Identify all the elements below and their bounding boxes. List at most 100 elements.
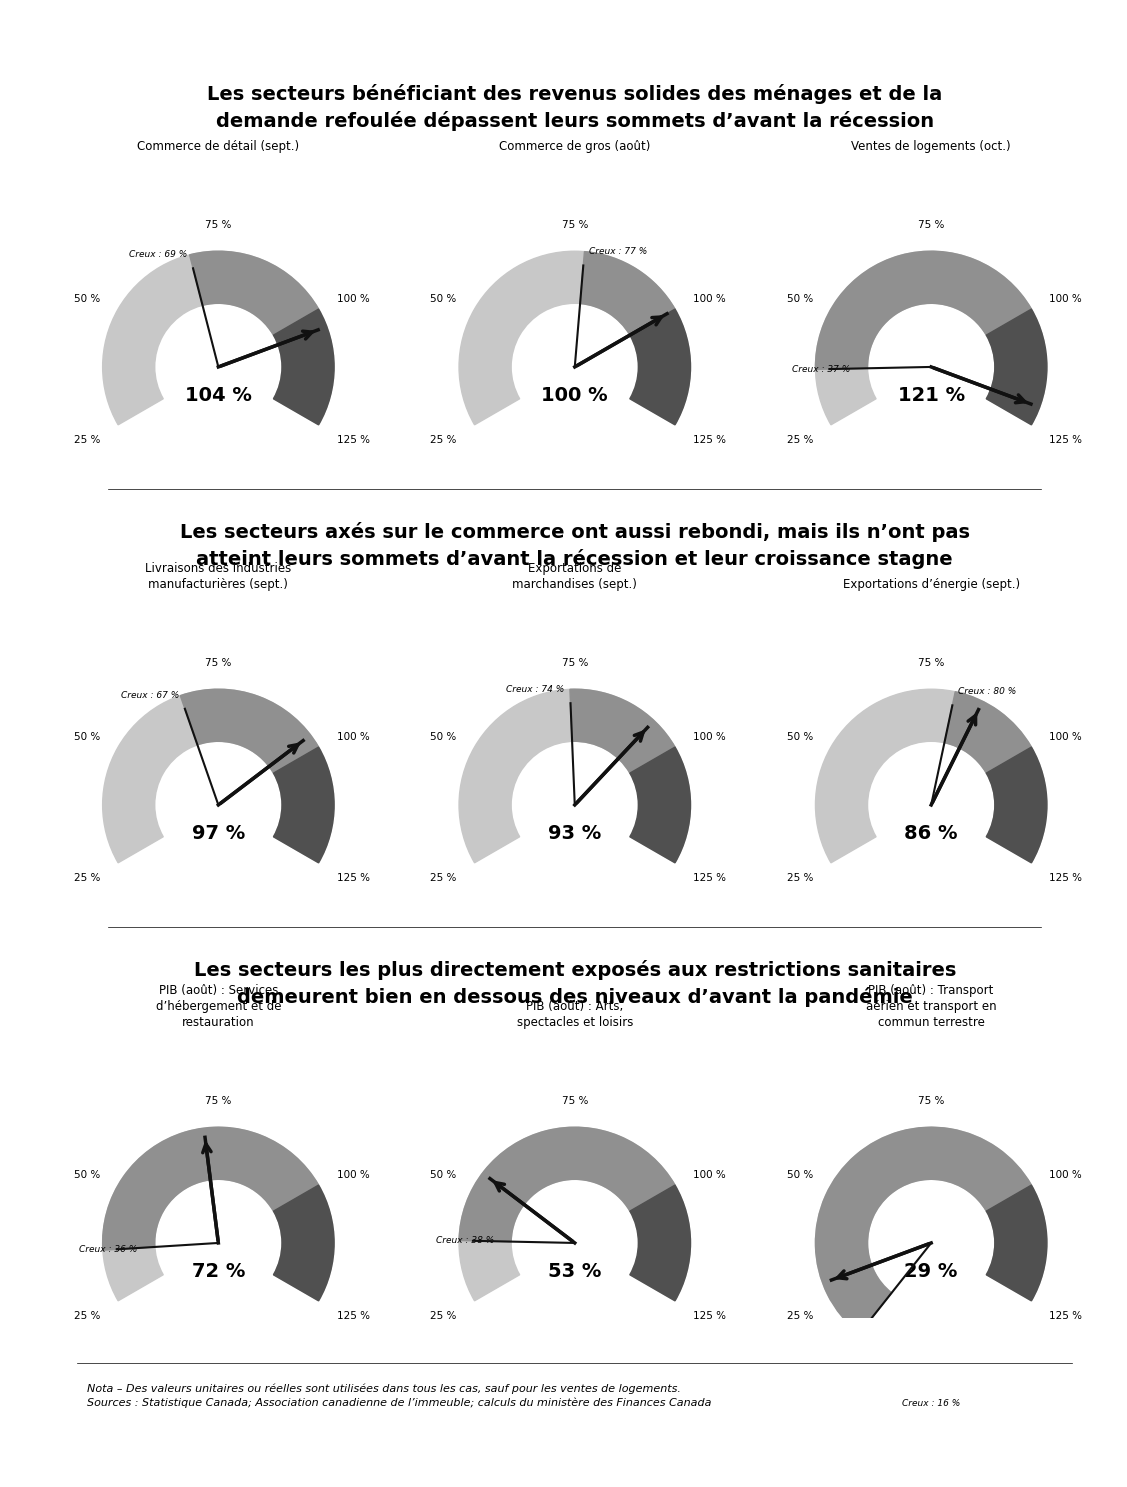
Text: Exportations de
marchandises (sept.): Exportations de marchandises (sept.)	[513, 562, 637, 590]
Wedge shape	[570, 690, 675, 773]
Text: 100 %: 100 %	[337, 732, 370, 742]
Text: Creux : 74 %: Creux : 74 %	[506, 686, 565, 694]
Text: Creux : 37 %: Creux : 37 %	[792, 364, 851, 373]
Wedge shape	[630, 1185, 691, 1301]
Text: Creux : 69 %: Creux : 69 %	[128, 250, 187, 259]
Wedge shape	[189, 251, 319, 335]
Text: 100 %: 100 %	[693, 293, 726, 303]
Wedge shape	[459, 1127, 691, 1301]
Text: 29 %: 29 %	[905, 1262, 958, 1282]
Text: 121 %: 121 %	[897, 387, 965, 406]
Text: 75 %: 75 %	[561, 1096, 588, 1106]
Text: Creux : 36 %: Creux : 36 %	[80, 1245, 137, 1254]
Text: PIB (août) : Services
d’hébergement et de
restauration: PIB (août) : Services d’hébergement et d…	[156, 984, 281, 1029]
Wedge shape	[103, 1127, 319, 1251]
Text: Creux : 77 %: Creux : 77 %	[589, 247, 647, 256]
Wedge shape	[274, 309, 334, 425]
Text: 75 %: 75 %	[205, 659, 231, 668]
Text: 100 %: 100 %	[1049, 1170, 1082, 1179]
Text: 125 %: 125 %	[1049, 1312, 1082, 1322]
Text: Creux : 16 %: Creux : 16 %	[902, 1399, 960, 1408]
Text: 100 %: 100 %	[1049, 293, 1082, 303]
Text: 25 %: 25 %	[787, 873, 813, 883]
Wedge shape	[630, 309, 691, 425]
Text: 75 %: 75 %	[919, 220, 944, 230]
Wedge shape	[459, 251, 691, 425]
Text: Nota – Des valeurs unitaires ou réelles sont utilisées dans tous les cas, sauf p: Nota – Des valeurs unitaires ou réelles …	[88, 1384, 712, 1408]
Text: Exportations d’énergie (sept.): Exportations d’énergie (sept.)	[843, 578, 1020, 590]
Text: 97 %: 97 %	[192, 824, 245, 843]
Text: 125 %: 125 %	[337, 436, 370, 445]
Text: Creux : 38 %: Creux : 38 %	[436, 1236, 494, 1245]
Text: 125 %: 125 %	[693, 436, 726, 445]
Wedge shape	[274, 1185, 334, 1301]
Text: 125 %: 125 %	[693, 873, 726, 883]
Text: 100 %: 100 %	[1049, 732, 1082, 742]
Text: 100 %: 100 %	[541, 387, 609, 406]
Text: 50 %: 50 %	[787, 732, 813, 742]
Text: Les secteurs axés sur le commerce ont aussi rebondi, mais ils n’ont pas
atteint : Les secteurs axés sur le commerce ont au…	[180, 522, 969, 568]
Text: 25 %: 25 %	[787, 436, 813, 445]
Text: 25 %: 25 %	[73, 1312, 100, 1322]
Text: 25 %: 25 %	[73, 436, 100, 445]
Text: 50 %: 50 %	[787, 1170, 813, 1179]
Text: PIB (août) : Arts,
spectacles et loisirs: PIB (août) : Arts, spectacles et loisirs	[516, 999, 633, 1029]
Text: 50 %: 50 %	[431, 732, 456, 742]
Text: 125 %: 125 %	[1049, 436, 1082, 445]
Text: Commerce de détail (sept.): Commerce de détail (sept.)	[137, 140, 300, 153]
Wedge shape	[816, 1127, 1031, 1334]
Wedge shape	[944, 691, 1031, 773]
Text: 53 %: 53 %	[548, 1262, 602, 1282]
Text: 125 %: 125 %	[1049, 873, 1082, 883]
Wedge shape	[103, 690, 334, 862]
Text: 25 %: 25 %	[431, 436, 456, 445]
Text: Creux : 67 %: Creux : 67 %	[121, 690, 179, 699]
Wedge shape	[816, 251, 1047, 425]
Text: 25 %: 25 %	[73, 873, 100, 883]
Text: 75 %: 75 %	[919, 659, 944, 668]
Wedge shape	[580, 251, 675, 335]
Wedge shape	[180, 690, 319, 773]
Wedge shape	[986, 1185, 1047, 1301]
Text: 100 %: 100 %	[693, 732, 726, 742]
Wedge shape	[459, 1127, 675, 1242]
Text: 125 %: 125 %	[337, 873, 370, 883]
Wedge shape	[816, 1127, 1047, 1301]
Text: 25 %: 25 %	[787, 1312, 813, 1322]
Wedge shape	[103, 251, 334, 425]
Wedge shape	[986, 309, 1047, 425]
Text: 75 %: 75 %	[205, 1096, 231, 1106]
Text: 75 %: 75 %	[561, 220, 588, 230]
Text: Ventes de logements (oct.): Ventes de logements (oct.)	[851, 140, 1011, 153]
Text: 100 %: 100 %	[337, 293, 370, 303]
Text: PIB (août) : Transport
aérien et transport en
commun terrestre: PIB (août) : Transport aérien et transpo…	[866, 984, 996, 1029]
Text: Les secteurs bénéficiant des revenus solides des ménages et de la
demande refoul: Les secteurs bénéficiant des revenus sol…	[207, 85, 942, 131]
Text: 75 %: 75 %	[205, 220, 231, 230]
Text: 100 %: 100 %	[337, 1170, 370, 1179]
Text: 50 %: 50 %	[431, 1170, 456, 1179]
Wedge shape	[103, 1127, 334, 1301]
Wedge shape	[986, 746, 1047, 862]
Text: 93 %: 93 %	[548, 824, 602, 843]
Text: Creux : 80 %: Creux : 80 %	[958, 687, 1017, 696]
Text: 25 %: 25 %	[431, 1312, 456, 1322]
Text: Commerce de gros (août): Commerce de gros (août)	[499, 140, 650, 153]
Text: 86 %: 86 %	[905, 824, 958, 843]
Text: 50 %: 50 %	[74, 732, 100, 742]
Text: 75 %: 75 %	[919, 1096, 944, 1106]
Wedge shape	[816, 251, 1031, 369]
Text: 72 %: 72 %	[192, 1262, 245, 1282]
Wedge shape	[274, 746, 334, 862]
Text: Les secteurs les plus directement exposés aux restrictions sanitaires
demeurent : Les secteurs les plus directement exposé…	[194, 961, 956, 1007]
Text: 75 %: 75 %	[561, 659, 588, 668]
Text: 50 %: 50 %	[787, 293, 813, 303]
Text: 100 %: 100 %	[693, 1170, 726, 1179]
Text: 104 %: 104 %	[185, 387, 251, 406]
Wedge shape	[630, 746, 691, 862]
Text: 125 %: 125 %	[337, 1312, 370, 1322]
Text: 50 %: 50 %	[431, 293, 456, 303]
Text: 50 %: 50 %	[74, 1170, 100, 1179]
Text: 125 %: 125 %	[693, 1312, 726, 1322]
Text: 25 %: 25 %	[431, 873, 456, 883]
Text: 50 %: 50 %	[74, 293, 100, 303]
